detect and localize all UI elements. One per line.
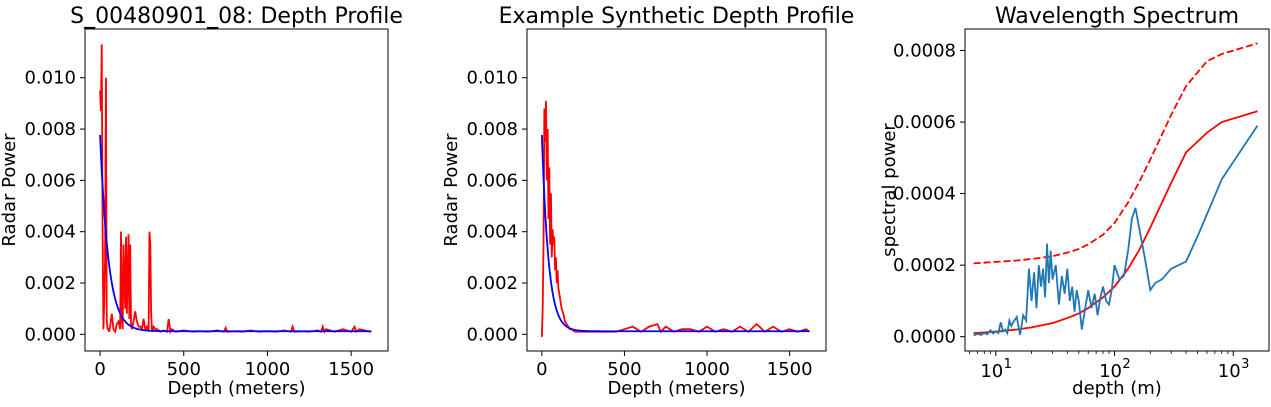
- x-tick-exponent: 3: [1241, 357, 1249, 372]
- y-tick-label: 0.002: [466, 273, 518, 294]
- x-tick-label: 10: [980, 361, 1003, 382]
- y-tick-label: 0.004: [24, 222, 76, 243]
- y-axis-label: spectral power: [879, 123, 900, 257]
- x-tick-label: 1000: [245, 359, 291, 380]
- x-axis-label: Depth (meters): [607, 378, 745, 399]
- y-axis-label: Radar Power: [441, 133, 462, 247]
- y-tick-label: 0.010: [466, 68, 518, 89]
- y-tick-label: 0.000: [24, 324, 76, 345]
- x-tick-exponent: 1: [1004, 357, 1012, 372]
- x-axis-label: Depth (meters): [167, 378, 305, 399]
- y-tick-label: 0.002: [24, 273, 76, 294]
- x-tick-label: 1000: [684, 359, 730, 380]
- y-tick-label: 0.006: [466, 170, 518, 191]
- chart-title: Example Synthetic Depth Profile: [499, 4, 855, 29]
- x-tick-label: 0: [536, 359, 547, 380]
- y-tick-label: 0.000: [466, 324, 518, 345]
- chart-title: Wavelength Spectrum: [995, 4, 1239, 29]
- series-line-2: [99, 134, 372, 333]
- series-line-1: [973, 42, 1258, 265]
- plot-frame: [84, 28, 389, 352]
- y-axis-label: Radar Power: [0, 133, 20, 247]
- y-tick-label: 0.0004: [893, 184, 956, 205]
- y-tick-label: 0.0006: [893, 112, 956, 133]
- y-tick-label: 0.0002: [893, 255, 956, 276]
- y-tick-label: 0.010: [24, 68, 76, 89]
- series-line-2: [540, 134, 810, 333]
- series-line-1: [99, 44, 372, 335]
- x-tick-label: 500: [167, 359, 201, 380]
- y-tick-label: 0.008: [466, 119, 518, 140]
- x-tick-label: 10: [1099, 361, 1122, 382]
- chart-panel-1: 0.000 0.002 0.004 0.006 0.008 0.010 0 500 1000 15…: [0, 4, 403, 399]
- x-axis-label: depth (m): [1072, 378, 1162, 399]
- series-line-3: [973, 125, 1259, 337]
- y-tick-label: 0.0008: [893, 40, 956, 61]
- y-tick-label: 0.0000: [893, 327, 956, 348]
- x-tick-label: 1500: [767, 359, 813, 380]
- x-tick-label: 0: [94, 359, 105, 380]
- chart-panel-2: 0.000 0.002 0.004 0.006 0.008 0.010 0 500 1000 15…: [441, 4, 854, 399]
- x-tick-label: 1500: [328, 359, 374, 380]
- series-line-2: [973, 110, 1258, 335]
- x-tick-label: 10: [1218, 361, 1241, 382]
- y-tick-label: 0.008: [24, 119, 76, 140]
- x-tick-label: 500: [607, 359, 641, 380]
- y-tick-label: 0.006: [24, 170, 76, 191]
- plot-frame: [526, 28, 827, 352]
- series-line-1: [540, 100, 811, 337]
- y-tick-label: 0.004: [466, 222, 518, 243]
- plot-frame: [964, 28, 1270, 352]
- chart-title: S_00480901_08: Depth Profile: [70, 4, 403, 29]
- x-tick-exponent: 2: [1122, 357, 1130, 372]
